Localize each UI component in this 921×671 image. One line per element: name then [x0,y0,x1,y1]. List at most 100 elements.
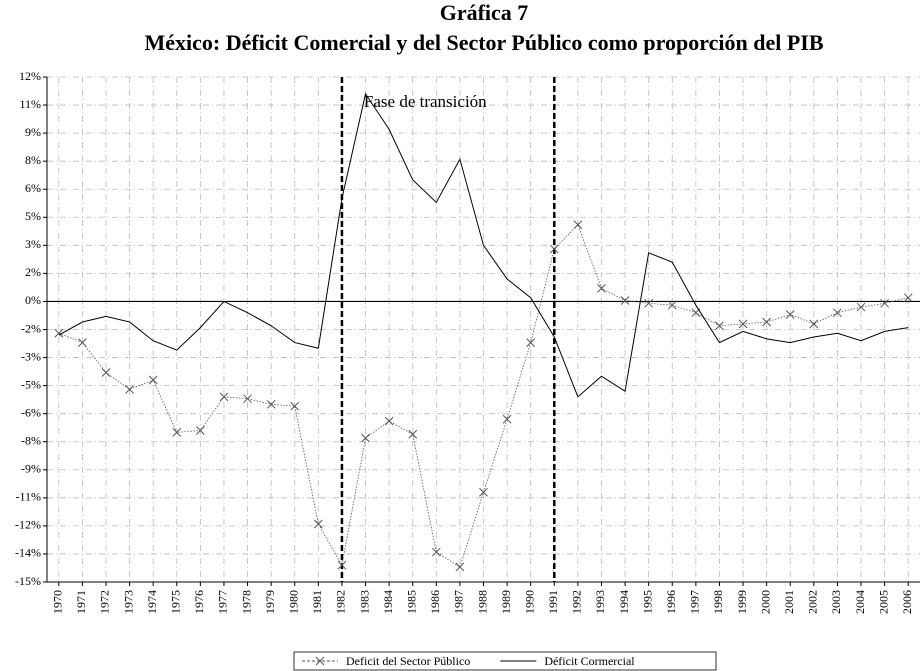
x-tick-label: 1990 [522,590,536,614]
marker [125,384,134,394]
y-tick-label: -15% [15,574,41,588]
y-tick-label: 2% [25,265,41,279]
x-tick-label: 2005 [876,590,890,614]
x-tick-label: 1982 [334,590,348,614]
y-tick-label: -6% [21,405,41,419]
x-tick-label: 1999 [735,590,749,614]
y-tick-label: 6% [25,181,41,195]
x-tick-label: 1991 [546,590,560,614]
x-tick-label: 1983 [357,590,371,614]
marker [196,426,205,435]
x-tick-label: 1972 [98,590,112,614]
x-tick-label: 1995 [640,590,654,614]
x-tick-label: 1988 [475,590,489,614]
marker [856,302,866,312]
marker [361,433,370,443]
chart-subtitle: México: Déficit Comercial y del Sector P… [144,30,823,55]
x-tick-label: 1973 [121,590,135,614]
x-tick-label: 1970 [51,590,65,614]
marker [833,308,842,318]
marker [573,220,583,230]
x-tick-label: 1974 [145,590,159,614]
x-tick-label: 1971 [74,590,88,614]
marker [549,244,559,254]
x-tick-label: 1987 [452,590,466,614]
y-tick-label: 0% [25,293,41,307]
x-tick-label: 1989 [499,590,513,614]
marker [597,283,606,293]
marker [384,416,394,426]
x-tick-label: 2002 [806,590,820,614]
x-tick-label: 1986 [428,590,442,614]
marker [880,298,889,308]
y-tick-label: -5% [21,377,41,391]
x-tick-label: 1996 [664,590,678,614]
annotation-label: Fase de transición [364,92,487,111]
marker [455,562,465,572]
x-tick-label: 2006 [900,590,914,614]
legend-label: Deficit del Sector Público [346,654,470,668]
marker [502,414,512,424]
marker [219,392,229,402]
marker [101,368,111,377]
x-tick-label: 1994 [617,590,631,614]
x-tick-label: 1984 [381,590,395,614]
marker [313,519,323,529]
marker [290,401,300,411]
x-tick-label: 1997 [688,590,702,614]
x-tick-label: 1992 [570,590,584,614]
marker [266,399,276,409]
y-tick-label: 12% [19,69,41,83]
marker [431,547,441,557]
y-tick-label: 8% [25,153,41,167]
y-tick-label: 11% [19,97,41,111]
marker [809,319,819,329]
y-tick-label: -8% [21,433,41,447]
x-tick-label: 1978 [239,590,253,614]
marker [762,317,771,327]
x-tick-label: 1979 [263,590,277,614]
x-tick-label: 2001 [782,590,796,614]
y-tick-label: -12% [15,518,41,532]
marker [78,338,87,347]
marker [243,394,252,404]
x-tick-label: 1985 [404,590,418,614]
marker [408,429,418,439]
x-tick-label: 1981 [310,590,324,614]
marker [715,321,724,331]
marker [903,293,913,303]
x-tick-label: 1977 [216,590,230,614]
marker [526,338,536,347]
y-tick-label: -9% [21,462,41,476]
y-tick-label: -11% [15,490,41,504]
x-tick-label: 2000 [758,590,772,614]
legend-label: Déficit Cormercial [544,654,635,668]
marker [785,310,795,319]
x-tick-label: 1976 [192,590,206,614]
marker [667,300,677,310]
x-tick-label: 2003 [829,590,843,614]
marker [148,375,158,385]
y-tick-label: -2% [21,321,41,335]
marker [644,298,654,308]
y-tick-label: -3% [21,349,41,363]
marker [479,487,488,497]
marker [620,296,630,305]
marker [337,560,347,570]
chart-title: Gráfica 7 [440,0,529,25]
x-tick-label: 2004 [853,590,867,614]
marker [172,428,182,437]
y-tick-label: -14% [15,546,41,560]
y-tick-label: 3% [25,237,41,251]
series-line [58,92,909,398]
x-tick-label: 1980 [286,590,300,614]
marker [315,656,325,666]
marker [738,319,748,329]
x-tick-label: 1993 [593,590,607,614]
x-tick-label: 1975 [169,590,183,614]
marker [54,328,64,338]
x-tick-label: 1998 [711,590,725,614]
y-tick-label: 5% [25,209,41,223]
y-tick-label: 9% [25,125,41,139]
